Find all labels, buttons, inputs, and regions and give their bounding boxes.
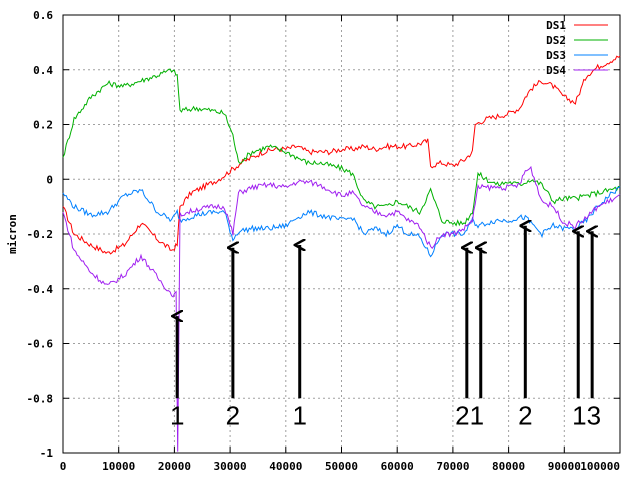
x-tick-label: 100000 [580,460,620,473]
series-line-ds2 [62,68,621,227]
axes: 0 10000 20000 30000 40000 50000 60000 70000 8000… [27,9,621,473]
series-line-ds1 [62,55,621,255]
grid [63,15,620,453]
y-tick-label: -0.2 [27,228,54,241]
x-tick-label: 20000 [158,460,191,473]
annotation-label: 2 [226,401,240,431]
legend-label: DS1 [546,19,566,32]
annotation-label: 1 [292,401,306,431]
annotation-label: 2 [518,401,532,431]
annotation-label: 1 [170,401,184,431]
legend-label: DS2 [546,34,566,47]
y-tick-label: -0.8 [27,392,54,405]
annotations: 1 2 1 21 2 13 [170,226,601,431]
y-axis-label: micron [6,214,19,254]
legend: DS1 DS2 DS3 DS4 [546,19,608,77]
x-tick-label: 50000 [325,460,358,473]
x-tick-label: 90000 [548,460,581,473]
legend-label: DS4 [546,64,566,77]
series-lines [62,55,621,452]
y-tick-label: -1 [40,447,54,460]
x-tick-label: 40000 [269,460,302,473]
y-tick-label: 0.2 [33,119,53,132]
x-tick-label: 70000 [436,460,469,473]
x-tick-label: 60000 [381,460,414,473]
y-tick-label: 0 [46,173,53,186]
y-tick-label: 0.4 [33,64,53,77]
series-line-ds4 [62,165,621,452]
x-tick-label: 10000 [102,460,135,473]
x-tick-label: 80000 [492,460,525,473]
annotation-label: 13 [572,401,601,431]
y-tick-label: -0.6 [27,338,54,351]
y-tick-label: -0.4 [27,283,54,296]
y-tick-label: 0.6 [33,9,53,22]
x-tick-label: 30000 [214,460,247,473]
series-line-ds3 [62,186,621,258]
annotation-label: 21 [455,401,484,431]
x-tick-label: 0 [60,460,67,473]
legend-label: DS3 [546,49,566,62]
